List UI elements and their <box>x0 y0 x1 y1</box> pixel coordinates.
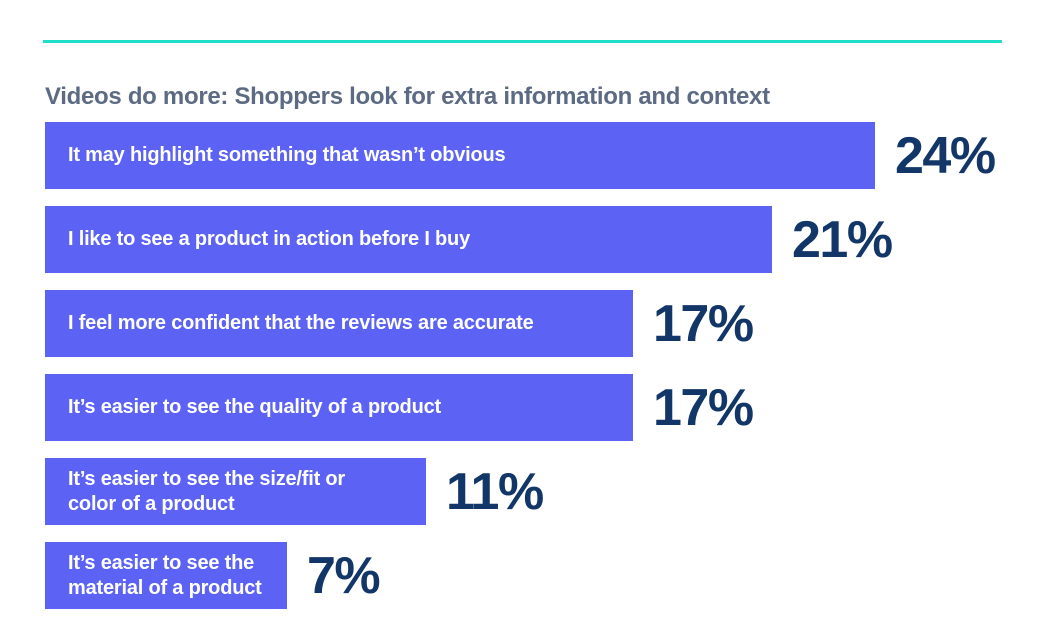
bar: I like to see a product in action before… <box>45 206 772 273</box>
bar-value-label: 11% <box>446 462 544 521</box>
bar-value-label: 17% <box>653 294 754 353</box>
bar-category-label: I like to see a product in action before… <box>68 228 470 250</box>
bar-value-label: 24% <box>895 126 996 185</box>
bar-row: It’s easier to see the material of a pro… <box>45 542 1035 609</box>
chart-title: Videos do more: Shoppers look for extra … <box>45 83 770 111</box>
accent-rule <box>43 40 1002 43</box>
bar-row: It may highlight something that wasn’t o… <box>45 122 1035 189</box>
bar-value-label: 7% <box>307 546 381 605</box>
bar-row: It’s easier to see the quality of a prod… <box>45 374 1035 441</box>
bar: It’s easier to see the size/fit or color… <box>45 458 426 525</box>
bar-value-label: 21% <box>792 210 893 269</box>
bar-row: I like to see a product in action before… <box>45 206 1035 273</box>
bar: It’s easier to see the quality of a prod… <box>45 374 633 441</box>
bar: I feel more confident that the reviews a… <box>45 290 633 357</box>
bar-category-label: It may highlight something that wasn’t o… <box>68 144 506 166</box>
bar-category-label: It’s easier to see the material of a pro… <box>68 551 262 599</box>
bar-value-label: 17% <box>653 378 754 437</box>
bar-row: I feel more confident that the reviews a… <box>45 290 1035 357</box>
bar: It’s easier to see the material of a pro… <box>45 542 287 609</box>
bar-chart: It may highlight something that wasn’t o… <box>45 122 1035 626</box>
bar: It may highlight something that wasn’t o… <box>45 122 875 189</box>
bar-row: It’s easier to see the size/fit or color… <box>45 458 1035 525</box>
bar-category-label: It’s easier to see the size/fit or color… <box>68 467 346 515</box>
bar-category-label: It’s easier to see the quality of a prod… <box>68 396 441 418</box>
bar-category-label: I feel more confident that the reviews a… <box>68 312 534 334</box>
